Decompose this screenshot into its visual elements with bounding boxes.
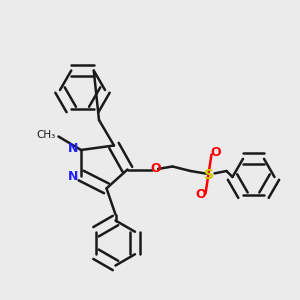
Text: N: N: [68, 170, 79, 184]
Text: O: O: [211, 146, 221, 160]
Text: O: O: [196, 188, 206, 202]
Text: N: N: [68, 142, 79, 155]
Text: S: S: [204, 168, 214, 182]
Text: CH₃: CH₃: [36, 130, 56, 140]
Text: O: O: [151, 161, 161, 175]
